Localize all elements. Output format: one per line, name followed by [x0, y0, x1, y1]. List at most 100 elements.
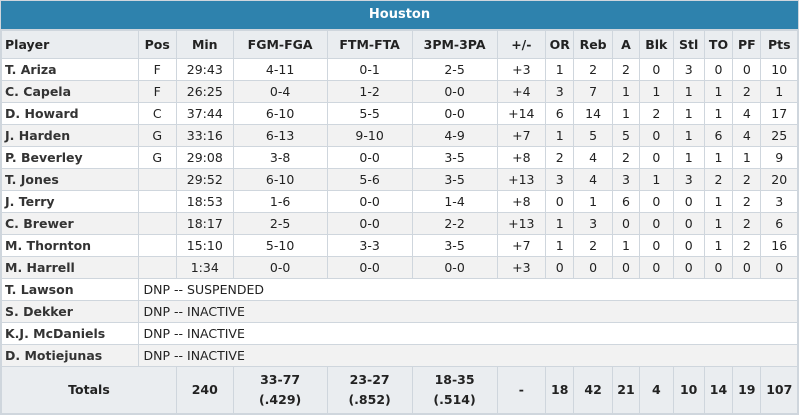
dnp-note: DNP -- SUSPENDED [137, 278, 799, 301]
player-3p: 4-9 [411, 124, 498, 147]
totals-reb: 42 [573, 366, 613, 414]
player-min: 18:17 [175, 212, 234, 235]
player-name: T. Jones [1, 168, 139, 191]
player-or: 2 [545, 146, 575, 169]
player-reb: 3 [573, 212, 613, 235]
player-a: 5 [611, 124, 641, 147]
dnp-player-name: K.J. McDaniels [1, 322, 139, 345]
col-header-pos: Pos [137, 30, 177, 59]
player-reb: 7 [573, 80, 613, 103]
player-pf: 2 [732, 234, 762, 257]
col-header-plus-minus: +/- [496, 30, 547, 59]
col-header-blk: Blk [639, 30, 674, 59]
player-to: 2 [703, 168, 734, 191]
player-ft: 0-0 [326, 256, 413, 279]
player-fg: 2-5 [232, 212, 328, 235]
player-stl: 0 [672, 234, 705, 257]
player-name: J. Harden [1, 124, 139, 147]
totals-ft: 23-27 (.852) [326, 366, 413, 414]
player-pf: 4 [732, 102, 762, 125]
player-plus-minus: +8 [496, 190, 547, 213]
player-min: 1:34 [175, 256, 234, 279]
player-stl: 1 [672, 102, 705, 125]
player-3p: 0-0 [411, 80, 498, 103]
player-fg: 0-0 [232, 256, 328, 279]
player-fg: 3-8 [232, 146, 328, 169]
player-pos [137, 212, 177, 235]
player-row: D. Howard C 37:44 6-10 5-5 0-0 +14 6 14 1 2 1 1 4 17 [1, 102, 798, 125]
player-rows: T. Ariza F 29:43 4-11 0-1 2-5 +3 1 2 2 0 3 0 0 10 C. Ca… [1, 58, 798, 279]
player-pf: 4 [732, 124, 762, 147]
totals-3p-made-attempted: 18-35 [434, 372, 475, 387]
col-header-a: A [611, 30, 641, 59]
player-pf: 2 [732, 212, 762, 235]
player-pos [137, 168, 177, 191]
player-name: M. Harrell [1, 256, 139, 279]
player-ft: 5-6 [326, 168, 413, 191]
player-row: J. Terry 18:53 1-6 0-0 1-4 +8 0 1 6 0 0 1 2 3 [1, 190, 798, 213]
player-pts: 9 [760, 146, 798, 169]
col-header-fg: FGM-FGA [232, 30, 328, 59]
player-pos [137, 190, 177, 213]
col-header-pts: Pts [760, 30, 798, 59]
totals-ft-pct: (.852) [348, 392, 391, 407]
player-a: 0 [611, 212, 641, 235]
player-plus-minus: +3 [496, 58, 547, 81]
player-plus-minus: +3 [496, 256, 547, 279]
player-pos: C [137, 102, 177, 125]
player-pts: 25 [760, 124, 798, 147]
player-or: 1 [545, 234, 575, 257]
player-a: 1 [611, 234, 641, 257]
totals-plus-minus: - [496, 366, 547, 414]
player-ft: 0-1 [326, 58, 413, 81]
col-header-to: TO [703, 30, 734, 59]
dnp-row: T. Lawson DNP -- SUSPENDED [1, 278, 799, 301]
player-reb: 0 [573, 256, 613, 279]
col-header-or: OR [545, 30, 575, 59]
player-pts: 16 [760, 234, 798, 257]
player-reb: 4 [573, 168, 613, 191]
box-score-table: Player Pos Min FGM-FGA FTM-FTA 3PM-3PA +… [1, 30, 799, 414]
player-a: 2 [611, 146, 641, 169]
player-or: 0 [545, 190, 575, 213]
player-pos: F [137, 80, 177, 103]
player-or: 6 [545, 102, 575, 125]
player-3p: 0-0 [411, 102, 498, 125]
totals-3p-pct: (.514) [433, 392, 476, 407]
player-or: 3 [545, 80, 575, 103]
player-reb: 5 [573, 124, 613, 147]
player-pf: 1 [732, 146, 762, 169]
player-pf: 0 [732, 256, 762, 279]
dnp-player-name: D. Motiejunas [1, 344, 139, 367]
dnp-player-name: S. Dekker [1, 300, 139, 323]
player-pos: G [137, 124, 177, 147]
player-pos: F [137, 58, 177, 81]
totals-min: 240 [175, 366, 234, 414]
player-fg: 0-4 [232, 80, 328, 103]
totals-stl: 10 [672, 366, 705, 414]
totals-or: 18 [545, 366, 575, 414]
player-blk: 0 [639, 190, 674, 213]
player-stl: 0 [672, 190, 705, 213]
player-min: 26:25 [175, 80, 234, 103]
player-row: T. Ariza F 29:43 4-11 0-1 2-5 +3 1 2 2 0 3 0 0 10 [1, 58, 798, 81]
team-title: Houston [1, 1, 798, 30]
player-blk: 1 [639, 80, 674, 103]
player-a: 1 [611, 80, 641, 103]
player-row: C. Capela F 26:25 0-4 1-2 0-0 +4 3 7 1 1 1 1 2 1 [1, 80, 798, 103]
totals-3p: 18-35 (.514) [411, 366, 498, 414]
dnp-row: S. Dekker DNP -- INACTIVE [1, 300, 799, 323]
player-plus-minus: +13 [496, 212, 547, 235]
player-plus-minus: +13 [496, 168, 547, 191]
player-min: 15:10 [175, 234, 234, 257]
col-header-stl: Stl [672, 30, 705, 59]
player-blk: 0 [639, 58, 674, 81]
col-header-ft: FTM-FTA [326, 30, 413, 59]
player-name: D. Howard [1, 102, 139, 125]
totals-label: Totals [1, 366, 177, 414]
player-plus-minus: +7 [496, 124, 547, 147]
dnp-note: DNP -- INACTIVE [137, 300, 799, 323]
player-row: C. Brewer 18:17 2-5 0-0 2-2 +13 1 3 0 0 0 1 2 6 [1, 212, 798, 235]
player-reb: 14 [573, 102, 613, 125]
